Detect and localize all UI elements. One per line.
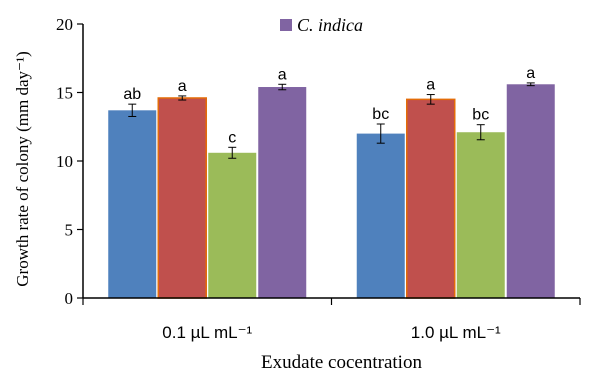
y-tick-label: 5 bbox=[65, 221, 74, 240]
x-axis-title: Exudate cocentration bbox=[261, 352, 422, 373]
bar bbox=[456, 132, 505, 298]
axes-layer bbox=[77, 23, 581, 305]
x-tick-label: 0.1 µL mL⁻¹ bbox=[162, 323, 252, 342]
bar bbox=[157, 97, 207, 299]
bar bbox=[506, 84, 555, 298]
labels-layer: 0 5 10 15 20 ab a c a 0.1 µL mL⁻¹ bc a bc a 1.0 µL mL⁻… bbox=[13, 15, 535, 373]
significance-label: a bbox=[426, 77, 435, 94]
significance-label: c bbox=[228, 129, 236, 146]
significance-label: bc bbox=[372, 106, 389, 123]
bar bbox=[356, 133, 405, 298]
significance-label: a bbox=[526, 65, 535, 82]
y-axis-title: Growth rate of colony (mm day⁻¹) bbox=[13, 51, 32, 286]
x-tick-label: 1.0 µL mL⁻¹ bbox=[411, 323, 501, 342]
bar bbox=[208, 152, 257, 298]
significance-label: bc bbox=[472, 107, 489, 124]
y-tick-label: 20 bbox=[56, 15, 73, 34]
significance-label: a bbox=[178, 78, 187, 95]
y-tick-label: 10 bbox=[56, 152, 73, 171]
y-tick-label: 0 bbox=[65, 289, 74, 308]
legend-marker bbox=[280, 19, 292, 31]
bar bbox=[258, 87, 307, 299]
bar bbox=[406, 98, 456, 299]
significance-label: ab bbox=[123, 86, 141, 103]
bars-layer bbox=[108, 82, 555, 299]
legend-label: C. indica bbox=[297, 15, 363, 35]
y-tick-label: 15 bbox=[56, 84, 73, 103]
bar bbox=[108, 110, 157, 298]
significance-label: a bbox=[278, 66, 287, 83]
